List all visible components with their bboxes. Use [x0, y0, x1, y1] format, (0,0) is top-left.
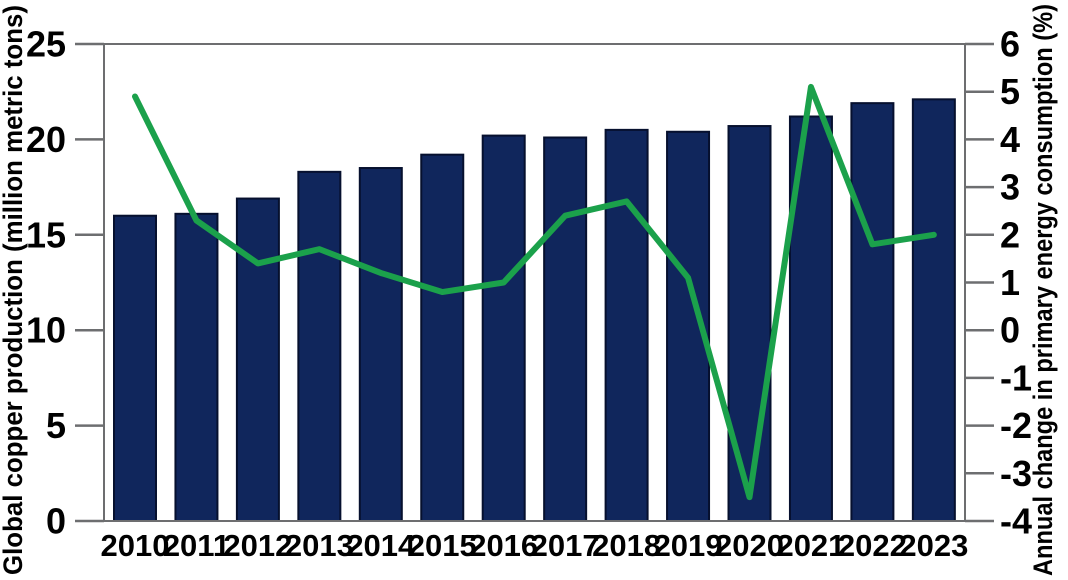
x-label-2013: 2013 — [285, 528, 354, 563]
x-label-2022: 2022 — [838, 528, 907, 563]
right-tick-label: 3 — [1000, 167, 1020, 208]
x-label-2015: 2015 — [408, 528, 477, 563]
x-label-2017: 2017 — [531, 528, 600, 563]
left-tick-label: 5 — [46, 405, 66, 446]
left-tick-label: 0 — [46, 501, 66, 542]
bar-2017 — [543, 136, 588, 522]
right-tick-label: -2 — [1000, 405, 1032, 446]
bar-2010 — [113, 214, 157, 522]
bar-2013 — [297, 170, 342, 522]
right-tick-label: -4 — [1000, 501, 1032, 542]
left-axis-title: Global copper production (million metric… — [0, 5, 28, 575]
bar-2020 — [727, 125, 772, 522]
x-label-2018: 2018 — [592, 528, 661, 563]
x-label-2016: 2016 — [469, 528, 538, 563]
x-label-2011: 2011 — [163, 528, 230, 563]
left-tick-label: 25 — [26, 24, 66, 65]
right-tick-label: 2 — [1000, 214, 1020, 255]
x-label-2019: 2019 — [654, 528, 723, 563]
right-axis-title: Annual change in primary energy consumpt… — [1028, 4, 1058, 576]
x-label-2014: 2014 — [346, 528, 416, 563]
x-label-2021: 2021 — [776, 528, 845, 563]
right-tick-label: -3 — [1000, 453, 1032, 494]
right-tick-label: 6 — [1000, 24, 1020, 65]
bar-2014 — [358, 167, 403, 523]
right-tick-label: -1 — [1000, 357, 1032, 398]
energy-change-line — [132, 83, 937, 501]
x-label-2020: 2020 — [715, 528, 784, 563]
plot-area: 0510152025-4-3-2-10123456201020112012201… — [26, 24, 1032, 564]
bar-2022 — [850, 102, 895, 522]
right-tick-label: 4 — [1000, 119, 1020, 160]
left-tick-label: 15 — [26, 214, 66, 255]
right-tick-label: 5 — [1000, 71, 1020, 112]
bar-2015 — [420, 153, 465, 522]
x-label-2010: 2010 — [101, 528, 170, 563]
bar-2016 — [481, 134, 526, 522]
bar-2012 — [235, 197, 280, 522]
left-tick-label: 20 — [26, 119, 66, 160]
left-tick-label: 10 — [26, 310, 66, 351]
bar-2023 — [911, 98, 956, 522]
right-tick-label: 0 — [1000, 310, 1020, 351]
x-label-2012: 2012 — [223, 528, 292, 563]
x-label-2023: 2023 — [899, 528, 968, 563]
bar-2011 — [174, 212, 219, 522]
plot-frame — [103, 43, 966, 522]
bar-2018 — [604, 128, 649, 523]
right-tick-label: 1 — [1000, 262, 1020, 303]
